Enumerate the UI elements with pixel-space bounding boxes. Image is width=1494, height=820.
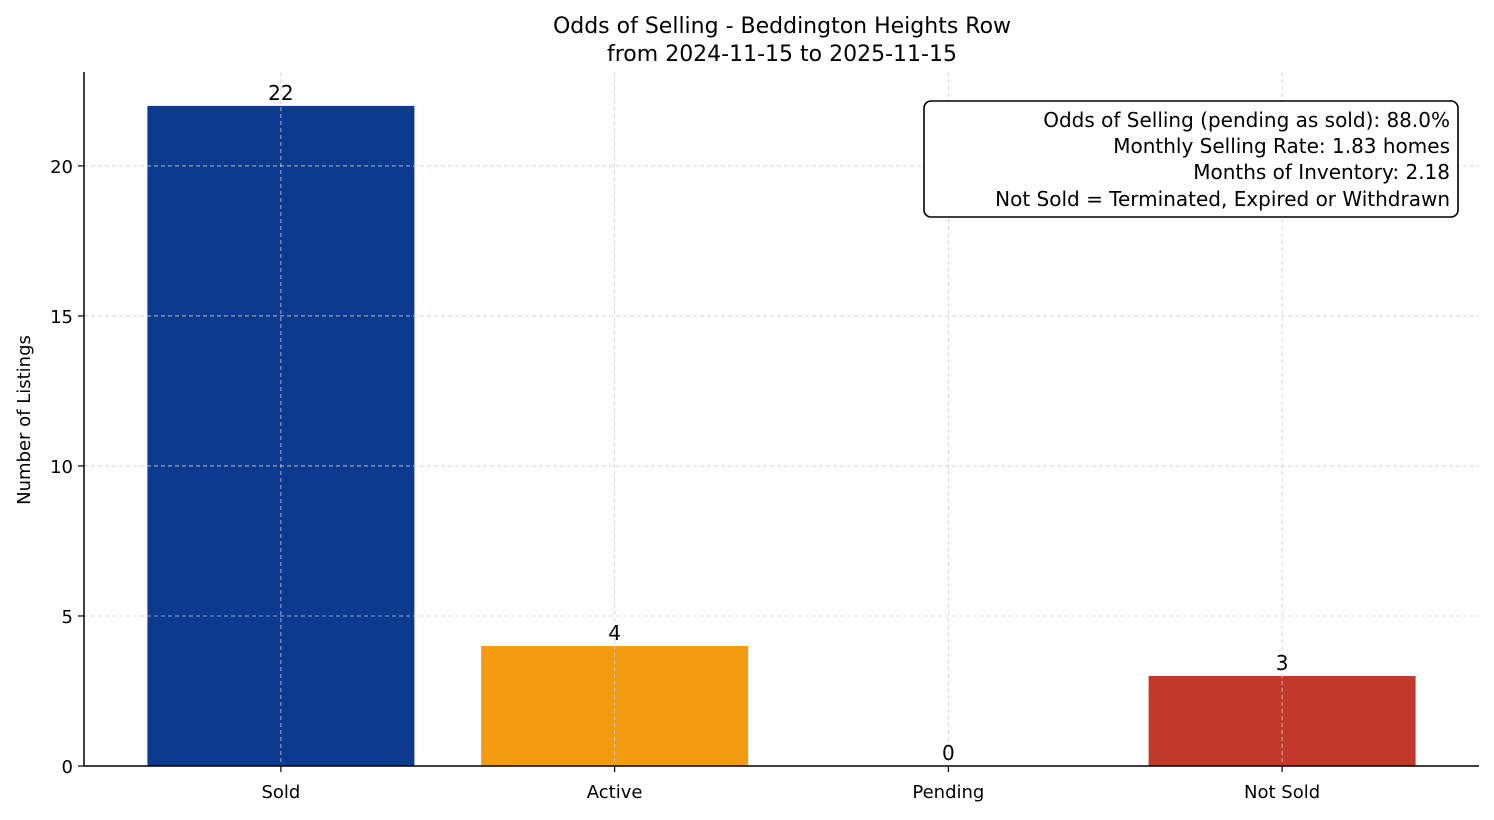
- annotation-line: Monthly Selling Rate: 1.83 homes: [1113, 134, 1450, 158]
- y-axis-label: Number of Listings: [14, 335, 35, 505]
- bar-sold: [147, 105, 415, 766]
- annotation-box: Odds of Selling (pending as sold): 88.0%…: [923, 100, 1459, 218]
- x-tick-label: Not Sold: [1244, 782, 1320, 803]
- y-tick-label: 0: [62, 757, 73, 778]
- y-tick-label: 20: [50, 157, 73, 178]
- chart-subtitle: from 2024-11-15 to 2025-11-15: [607, 42, 957, 67]
- data-label: 0: [942, 741, 955, 765]
- data-labels: 22 4 0 3: [268, 81, 1288, 765]
- x-tick-label: Sold: [261, 782, 300, 803]
- annotation-line: Months of Inventory: 2.18: [1193, 160, 1450, 184]
- y-tick-label: 15: [50, 307, 73, 328]
- y-tick-label: 10: [50, 457, 73, 478]
- x-tick-label: Active: [587, 782, 643, 803]
- axes: 0 5 10 15 20 Sold Active Pending Not Sold: [50, 72, 1479, 803]
- annotation-line: Not Sold = Terminated, Expired or Withdr…: [995, 187, 1450, 211]
- annotation-line: Odds of Selling (pending as sold): 88.0%: [1043, 108, 1450, 132]
- y-tick-label: 5: [62, 607, 73, 628]
- data-label: 22: [268, 81, 293, 105]
- data-label: 3: [1276, 651, 1289, 675]
- data-label: 4: [608, 621, 621, 645]
- x-tick-label: Pending: [912, 782, 984, 803]
- chart-title: Odds of Selling - Beddington Heights Row: [553, 14, 1011, 39]
